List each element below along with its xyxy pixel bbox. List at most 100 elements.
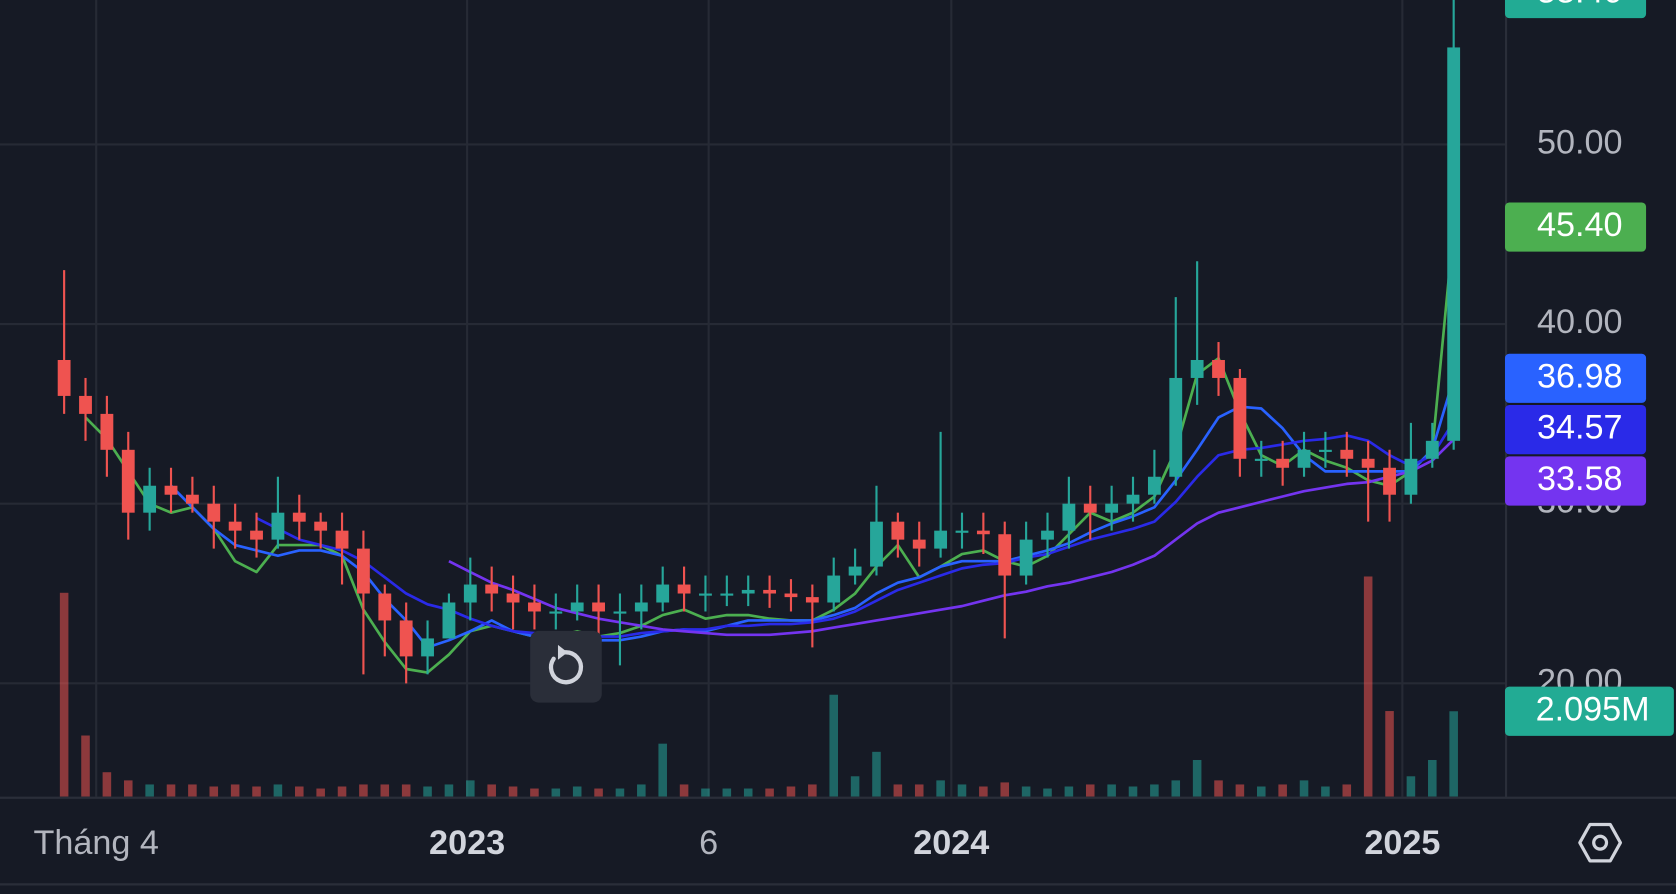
x-tick-label: 2025 (1364, 824, 1440, 862)
volume-bar (1150, 784, 1159, 797)
reset-icon-arrow[interactable] (557, 644, 568, 660)
price-pane (57, 0, 1461, 684)
volume-bar (1299, 780, 1309, 797)
candle-body (1425, 440, 1439, 459)
candle-body (506, 593, 520, 603)
volume-bar (1235, 784, 1245, 797)
volume-bar (380, 784, 390, 797)
volume-bar (401, 784, 411, 797)
candle-body (528, 602, 541, 612)
candle-body (613, 611, 627, 614)
volume-bar (551, 788, 561, 797)
candle-body (485, 584, 499, 594)
volume-bar (658, 743, 667, 797)
candle-body (677, 584, 691, 594)
volume-bar (166, 784, 176, 797)
settings-icon[interactable] (1578, 822, 1623, 863)
volume-bar (466, 780, 475, 797)
volume-label-bg (1504, 686, 1674, 736)
candle-body (998, 534, 1012, 576)
volume-bar (59, 592, 69, 797)
candle-body (699, 593, 712, 596)
volume-bar (743, 788, 753, 797)
volume-bar (1064, 786, 1074, 797)
settings-button[interactable] (1578, 822, 1623, 863)
volume-bar (1321, 786, 1330, 797)
ma-line (84, 226, 1456, 674)
ma-line (255, 420, 1455, 638)
candle-body (827, 575, 841, 603)
volume-bar (722, 788, 732, 797)
candle-body (1340, 449, 1354, 459)
volume-bar (1000, 782, 1010, 797)
volume-bar (765, 788, 774, 797)
candle-body (870, 521, 883, 567)
reset-button-bg[interactable] (530, 630, 602, 703)
ma-line (448, 438, 1455, 637)
reset-button[interactable] (530, 630, 602, 703)
candle-body (1126, 494, 1140, 504)
price-label-bg (1504, 353, 1647, 403)
candle-body (1169, 377, 1183, 477)
candle-body (656, 584, 670, 603)
x-tick-label: 2024 (913, 824, 989, 862)
candle-body (399, 620, 413, 657)
candle-body (1105, 503, 1119, 513)
volume-bar (1043, 788, 1052, 797)
candle-body (1447, 47, 1461, 441)
volume-bar (209, 786, 219, 797)
candle-body (1019, 539, 1033, 576)
reset-icon[interactable] (548, 650, 583, 685)
price-label: 45.40 (1537, 206, 1623, 244)
candle-body (1212, 359, 1225, 378)
volume-bar (957, 784, 967, 797)
candle-body (1062, 503, 1076, 531)
settings-icon-center[interactable] (1592, 834, 1609, 851)
volume-bar (829, 694, 838, 797)
candle-body (1147, 476, 1161, 495)
volume-bar (359, 784, 368, 797)
volume-bar (1278, 784, 1287, 797)
candle-body (1233, 377, 1247, 459)
candle-body (335, 530, 349, 549)
candle-body (848, 566, 862, 576)
x-tick-label: 6 (699, 824, 718, 862)
volume-bar (337, 786, 347, 797)
volume-bar (230, 784, 240, 797)
x-tick-label: Tháng 4 (33, 824, 158, 862)
volume-bar (123, 780, 133, 797)
candle-body (741, 589, 755, 594)
volume-bar (1385, 711, 1394, 797)
candle-body (207, 503, 221, 522)
candle-body (79, 395, 92, 414)
volume-bar (1257, 786, 1266, 797)
candle-body (1404, 458, 1418, 495)
candle-body (1297, 449, 1311, 468)
price-label: 34.57 (1537, 409, 1623, 447)
candle-body (421, 638, 434, 657)
y-tick-label: 40.00 (1537, 303, 1623, 341)
price-labels: 58.40 45.40 36.98 34.57 33.58 2.095M (1504, 0, 1674, 736)
volume-bar (936, 780, 945, 797)
candle-body (250, 530, 263, 540)
candle-body (228, 521, 242, 531)
candle-body (784, 593, 798, 598)
candle-body (720, 593, 734, 596)
candle-body (1361, 458, 1375, 468)
candle-body (1190, 359, 1204, 378)
candle-body (570, 602, 584, 612)
volume-bar (423, 786, 432, 797)
volume-bar (594, 788, 603, 797)
volume-bar (1021, 786, 1031, 797)
candle-body (1383, 467, 1396, 495)
volume-bar (508, 786, 518, 797)
candle-body (378, 593, 392, 621)
candle-body (57, 359, 71, 396)
candle-body (1083, 503, 1097, 513)
candle-body (121, 449, 135, 513)
volume-bar (979, 786, 988, 797)
candle-body (1041, 530, 1054, 540)
volume-bar (637, 784, 646, 797)
candle-body (357, 548, 370, 594)
volume-bar (850, 776, 860, 797)
